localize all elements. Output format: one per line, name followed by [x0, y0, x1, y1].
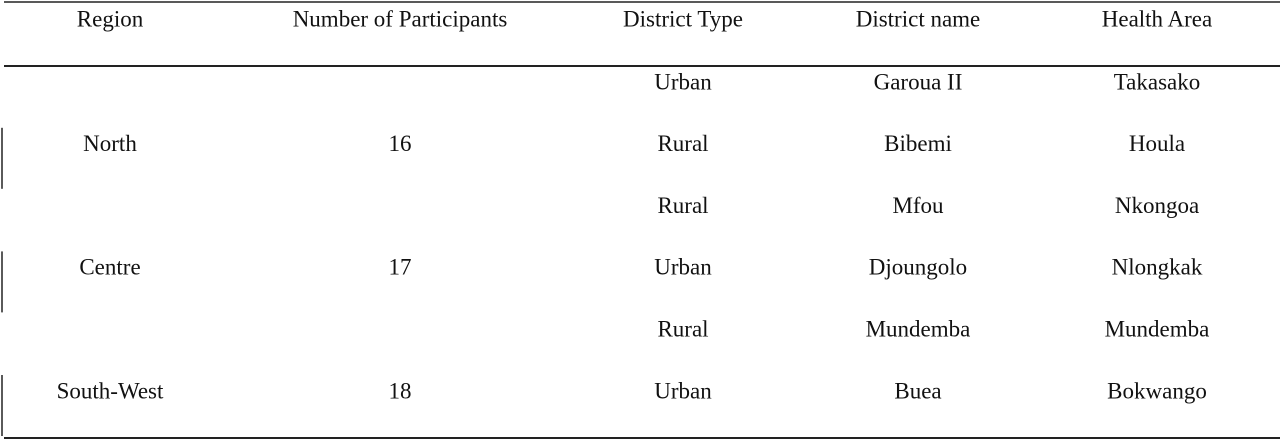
- cell: Mundemba: [866, 316, 971, 341]
- cell: Buea: [894, 378, 941, 403]
- cell: Urban: [654, 378, 712, 403]
- cell: Bibemi: [884, 131, 952, 156]
- column-header: Region: [77, 6, 144, 31]
- cell: Garoua II: [874, 69, 963, 94]
- cell: Mfou: [892, 193, 944, 218]
- cell: Nlongkak: [1112, 255, 1203, 280]
- cell: Takasako: [1114, 69, 1201, 94]
- cell: Mundemba: [1105, 316, 1210, 341]
- cell: Bokwango: [1107, 378, 1207, 403]
- region: South-West: [57, 378, 164, 403]
- cell: Rural: [657, 193, 708, 218]
- column-header: District Type: [623, 6, 743, 31]
- cell: Urban: [654, 69, 712, 94]
- participants: 17: [389, 255, 412, 280]
- region: North: [83, 131, 137, 156]
- region: Centre: [79, 255, 140, 280]
- cell: Rural: [657, 316, 708, 341]
- participants: 16: [389, 131, 412, 156]
- cell: Houla: [1129, 131, 1185, 156]
- column-header: Number of Participants: [293, 6, 508, 31]
- cell: Nkongoa: [1115, 193, 1199, 218]
- column-header: Health Area: [1102, 6, 1212, 31]
- participants: 18: [389, 378, 412, 403]
- cell: Rural: [657, 131, 708, 156]
- cell: Urban: [654, 255, 712, 280]
- column-header: District name: [856, 6, 981, 31]
- cell: Djoungolo: [869, 255, 967, 280]
